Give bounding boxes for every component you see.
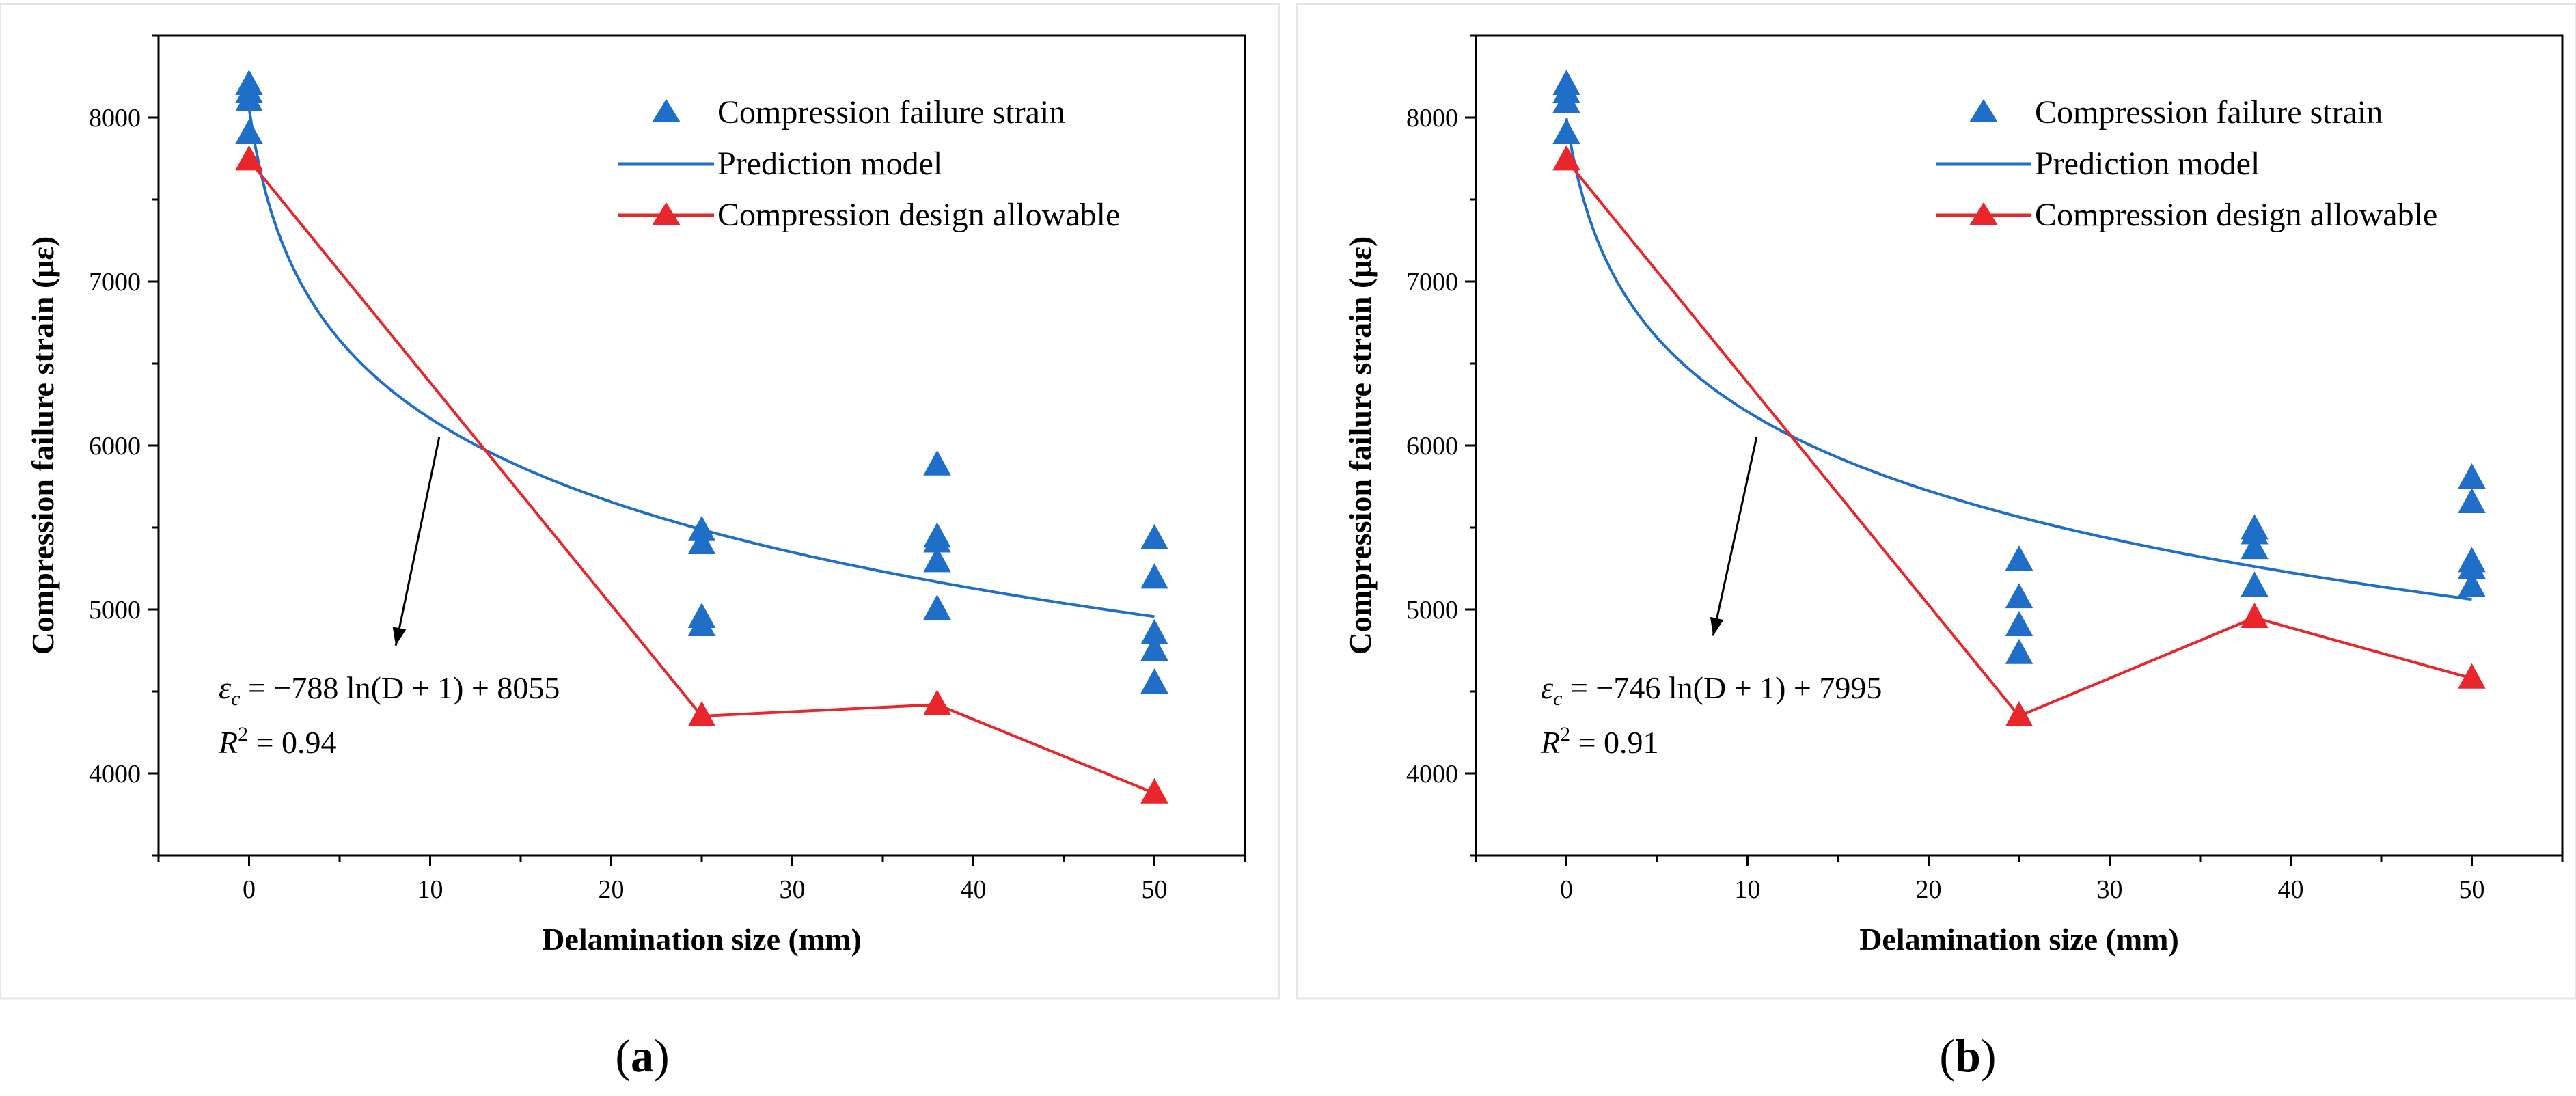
x-tick-label: 20 (599, 875, 625, 904)
y-tick-label: 8000 (1406, 104, 1458, 133)
plot-a-legend: Compression failure strain Prediction mo… (618, 94, 1120, 233)
panel-a-frame (0, 3, 1280, 1000)
x-tick-label: 20 (1916, 875, 1942, 904)
y-tick-label: 5000 (89, 596, 141, 625)
prediction-model-curve (1565, 118, 2472, 601)
failure-strain-point (923, 527, 951, 553)
failure-strain-point (2005, 638, 2033, 664)
failure-strain-point (687, 611, 716, 636)
equation-arrowhead (1710, 616, 1724, 636)
plot-b-x-axis-title: Delamination size (mm) (1859, 922, 2179, 957)
y-tick-label: 8000 (89, 104, 141, 133)
legend-b-model-label: Prediction model (2035, 146, 2260, 182)
design-allowable-point (1552, 145, 1580, 171)
y-tick-label: 7000 (1406, 268, 1458, 297)
failure-strain-point (2241, 534, 2269, 560)
plot-a-marks (235, 70, 1168, 804)
failure-strain-point (687, 515, 716, 541)
panel-b-caption: (b) (1939, 1030, 1996, 1082)
plot-a-r-squared: R2 = 0.94 (218, 723, 337, 760)
equation-arrow (394, 437, 441, 646)
legend-b-observed-label: Compression failure strain (2035, 94, 2383, 131)
x-tick-label: 10 (1735, 875, 1761, 904)
failure-strain-point (2005, 583, 2033, 609)
plot-b-legend: Compression failure strain Prediction mo… (1936, 94, 2437, 233)
failure-strain-point (235, 86, 263, 111)
failure-strain-point (1552, 119, 1580, 144)
plot-a-ticks: 0 10 20 30 40 50 4000 5000 6000 7000 8000 (89, 34, 1246, 904)
legend-a-model-label: Prediction model (717, 146, 942, 182)
legend-b-allowable-marker (1969, 202, 1998, 225)
design-allowable-point (2005, 701, 2033, 726)
failure-strain-point (1552, 87, 1580, 113)
x-tick-label: 10 (417, 875, 443, 904)
y-tick-label: 6000 (89, 432, 141, 461)
x-tick-label: 0 (1560, 875, 1573, 904)
equation-arrow (1712, 437, 1758, 636)
failure-strain-point (687, 529, 716, 554)
legend-b-observed-marker (1969, 99, 1998, 122)
failure-strain-point (923, 594, 951, 620)
failure-strain-point (1140, 619, 1168, 644)
failure-strain-point (2005, 611, 2033, 636)
failure-strain-point (2005, 545, 2033, 571)
y-tick-label: 7000 (89, 268, 141, 297)
plot-b-ticks: 0 10 20 30 40 50 4000 5000 6000 7000 8000 (1406, 34, 2564, 904)
failure-strain-point (235, 119, 263, 144)
failure-strain-point (2458, 571, 2486, 597)
design-allowable-point (2458, 663, 2486, 689)
legend-b-allowable-label: Compression design allowable (2035, 197, 2437, 233)
failure-strain-point (2458, 463, 2486, 489)
failure-strain-point (1140, 635, 1168, 661)
design-allowable-point (687, 701, 716, 726)
y-tick-label: 4000 (89, 760, 141, 789)
design-allowable-point (235, 145, 263, 171)
panel-a: 0 10 20 30 40 50 4000 5000 6000 7000 8000 Delamina… (0, 3, 1280, 1082)
plot-a-equation: εc = −788 ln(D + 1) + 8055 (219, 670, 560, 710)
plot-b-y-axis-title: Compression failure strain (με) (1343, 236, 1378, 655)
design-allowable-point (1140, 778, 1168, 804)
plot-a-x-axis-title: Delamination size (mm) (542, 922, 862, 957)
plot-b-r-squared: R2 = 0.91 (1540, 723, 1659, 760)
x-tick-label: 30 (780, 875, 806, 904)
failure-strain-point (2241, 519, 2269, 545)
x-tick-label: 30 (2097, 875, 2123, 904)
design-allowable-point (2241, 603, 2269, 628)
failure-strain-point (2241, 571, 2269, 597)
design-allowable-point (923, 689, 951, 715)
x-tick-label: 40 (961, 875, 987, 904)
panel-b-frame (1296, 3, 2576, 1000)
x-tick-label: 50 (1142, 875, 1168, 904)
legend-a-observed-label: Compression failure strain (717, 94, 1065, 131)
y-tick-label: 6000 (1406, 432, 1458, 461)
y-tick-label: 4000 (1406, 760, 1458, 789)
failure-strain-point (1140, 523, 1168, 549)
plot-b-marks (1552, 70, 2486, 726)
failure-strain-point (923, 547, 951, 573)
panel-a-caption: (a) (615, 1030, 669, 1082)
plot-a-y-axis-title: Compression failure strain (με) (25, 236, 60, 655)
plot-b-equation: εc = −746 ln(D + 1) + 7995 (1541, 670, 1882, 710)
design-allowable-line (1565, 159, 2473, 718)
failure-strain-point (2458, 488, 2486, 513)
y-tick-label: 5000 (1406, 596, 1458, 625)
equation-arrowhead (392, 627, 407, 646)
failure-strain-point (1140, 563, 1168, 589)
x-tick-label: 50 (2459, 875, 2485, 904)
x-tick-label: 40 (2278, 875, 2304, 904)
legend-a-observed-marker (652, 99, 681, 122)
failure-strain-point (923, 450, 951, 476)
panel-b: 0 10 20 30 40 50 4000 5000 6000 7000 8000 Delamina… (1296, 3, 2576, 1082)
design-allowable-line (247, 159, 1155, 795)
failure-strain-point (1140, 668, 1168, 694)
failure-strain-point (2458, 553, 2486, 579)
x-tick-label: 0 (243, 875, 256, 904)
legend-a-allowable-label: Compression design allowable (717, 197, 1120, 233)
legend-a-allowable-marker (652, 202, 681, 225)
